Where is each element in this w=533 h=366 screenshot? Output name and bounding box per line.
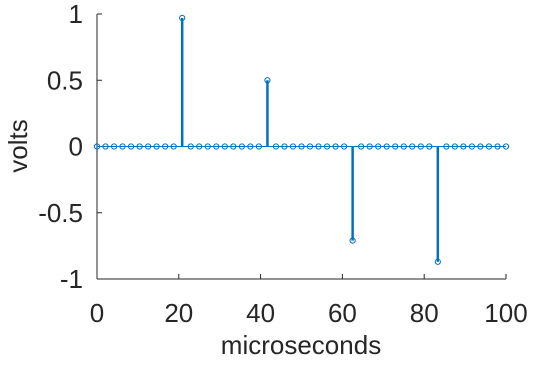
stem-marker — [187, 143, 194, 150]
x-tick-label: 40 — [246, 298, 275, 328]
y-tick-label: 1 — [69, 0, 83, 29]
x-axis-label: microseconds — [221, 330, 381, 360]
stem-marker — [502, 143, 510, 150]
x-tick-label: 20 — [164, 298, 193, 328]
stem-marker — [392, 143, 399, 150]
x-tick-label: 60 — [328, 298, 357, 328]
stem-marker — [93, 143, 101, 150]
stem-marker — [221, 143, 228, 150]
stem-marker — [485, 143, 493, 150]
x-tick-label: 80 — [410, 298, 439, 328]
y-tick-label: -1 — [60, 264, 83, 294]
stem-marker — [323, 143, 331, 150]
stem-marker — [375, 143, 382, 150]
stem-marker — [119, 143, 126, 150]
stem-marker — [443, 143, 450, 150]
stem-marker — [179, 14, 186, 22]
stem-marker — [238, 143, 245, 150]
y-tick-label: -0.5 — [38, 198, 83, 228]
stem-marker — [400, 143, 407, 150]
stem-marker — [102, 143, 109, 150]
stem-marker — [127, 143, 135, 150]
stem-marker — [358, 143, 365, 150]
stem-marker — [170, 143, 177, 150]
stem-marker — [426, 143, 433, 150]
stem-marker — [306, 143, 314, 150]
stem-marker — [349, 237, 356, 244]
y-tick-label: 0 — [69, 132, 83, 162]
stem-marker — [289, 143, 297, 150]
stem-marker — [477, 143, 484, 150]
stem-marker — [255, 143, 262, 150]
stem-marker — [341, 143, 348, 150]
stem-marker — [434, 258, 441, 265]
stem-marker — [136, 143, 143, 150]
stem-marker — [315, 143, 322, 150]
stem-marker — [451, 143, 458, 150]
stem-marker — [230, 143, 237, 150]
stem-marker — [153, 143, 160, 150]
stem-marker — [332, 143, 339, 150]
stem-marker — [213, 143, 220, 150]
stem-marker — [196, 143, 203, 150]
y-axis-label: volts — [3, 119, 33, 172]
stem-marker — [247, 143, 254, 150]
stem-marker — [162, 143, 169, 150]
stem-marker — [494, 143, 501, 150]
stem-marker — [460, 143, 467, 150]
stem-marker — [272, 143, 280, 150]
stem-marker — [468, 143, 476, 150]
x-tick-label: 0 — [90, 298, 104, 328]
stem-marker — [383, 143, 390, 150]
stem-marker — [264, 77, 271, 84]
stem-marker — [110, 143, 118, 150]
stem-marker — [204, 143, 211, 150]
y-tick-label: 0.5 — [47, 65, 83, 95]
stem-marker — [298, 143, 305, 150]
stem-marker — [417, 143, 424, 150]
x-tick-label: 100 — [484, 298, 527, 328]
stem-marker — [281, 143, 288, 150]
stem-marker — [409, 143, 416, 150]
stem-marker — [366, 143, 373, 150]
stem-marker — [145, 143, 152, 150]
